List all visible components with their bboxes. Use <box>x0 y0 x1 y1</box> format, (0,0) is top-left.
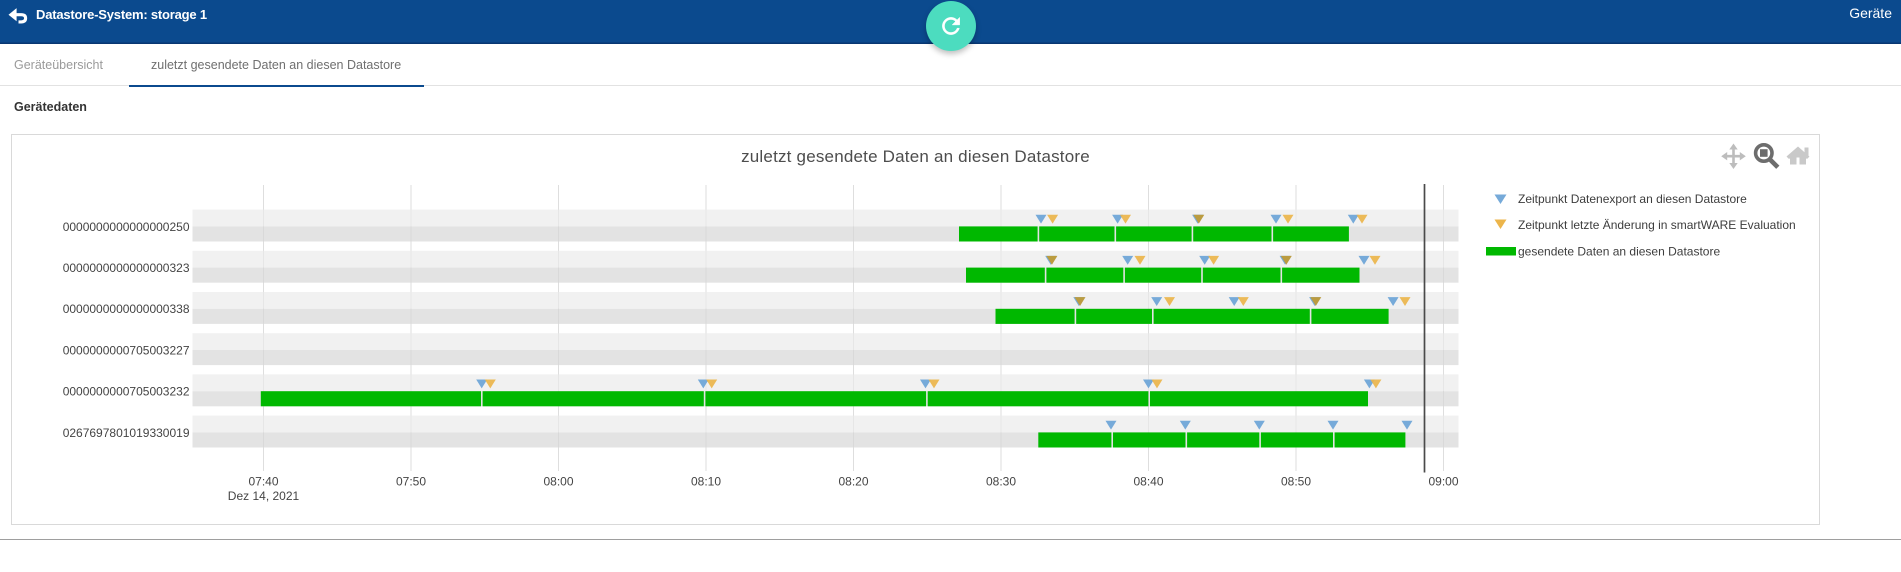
svg-text:08:30: 08:30 <box>986 475 1016 489</box>
svg-text:09:00: 09:00 <box>1428 475 1458 489</box>
svg-text:Zeitpunkt Datenexport an diese: Zeitpunkt Datenexport an diesen Datastor… <box>1518 192 1747 206</box>
svg-text:gesendete Daten an diesen Data: gesendete Daten an diesen Datastore <box>1518 245 1720 259</box>
svg-text:0000000000705003232: 0000000000705003232 <box>63 385 190 399</box>
svg-text:07:40: 07:40 <box>248 475 278 489</box>
svg-text:08:50: 08:50 <box>1281 475 1311 489</box>
svg-text:08:00: 08:00 <box>543 475 573 489</box>
svg-text:0267697801019330019: 0267697801019330019 <box>63 426 190 440</box>
svg-text:0000000000705003227: 0000000000705003227 <box>63 343 190 357</box>
svg-text:07:50: 07:50 <box>396 475 426 489</box>
svg-text:0000000000000000250: 0000000000000000250 <box>63 220 190 234</box>
svg-text:08:10: 08:10 <box>691 475 721 489</box>
svg-text:Zeitpunkt letzte Änderung in s: Zeitpunkt letzte Änderung in smartWARE E… <box>1518 218 1796 232</box>
svg-text:0000000000000000338: 0000000000000000338 <box>63 302 190 316</box>
svg-text:0000000000000000323: 0000000000000000323 <box>63 261 190 275</box>
svg-text:Dez 14, 2021: Dez 14, 2021 <box>228 489 300 503</box>
svg-text:08:20: 08:20 <box>838 475 868 489</box>
svg-text:08:40: 08:40 <box>1133 475 1163 489</box>
svg-text:zuletzt gesendete Daten an die: zuletzt gesendete Daten an diesen Datast… <box>741 147 1090 166</box>
